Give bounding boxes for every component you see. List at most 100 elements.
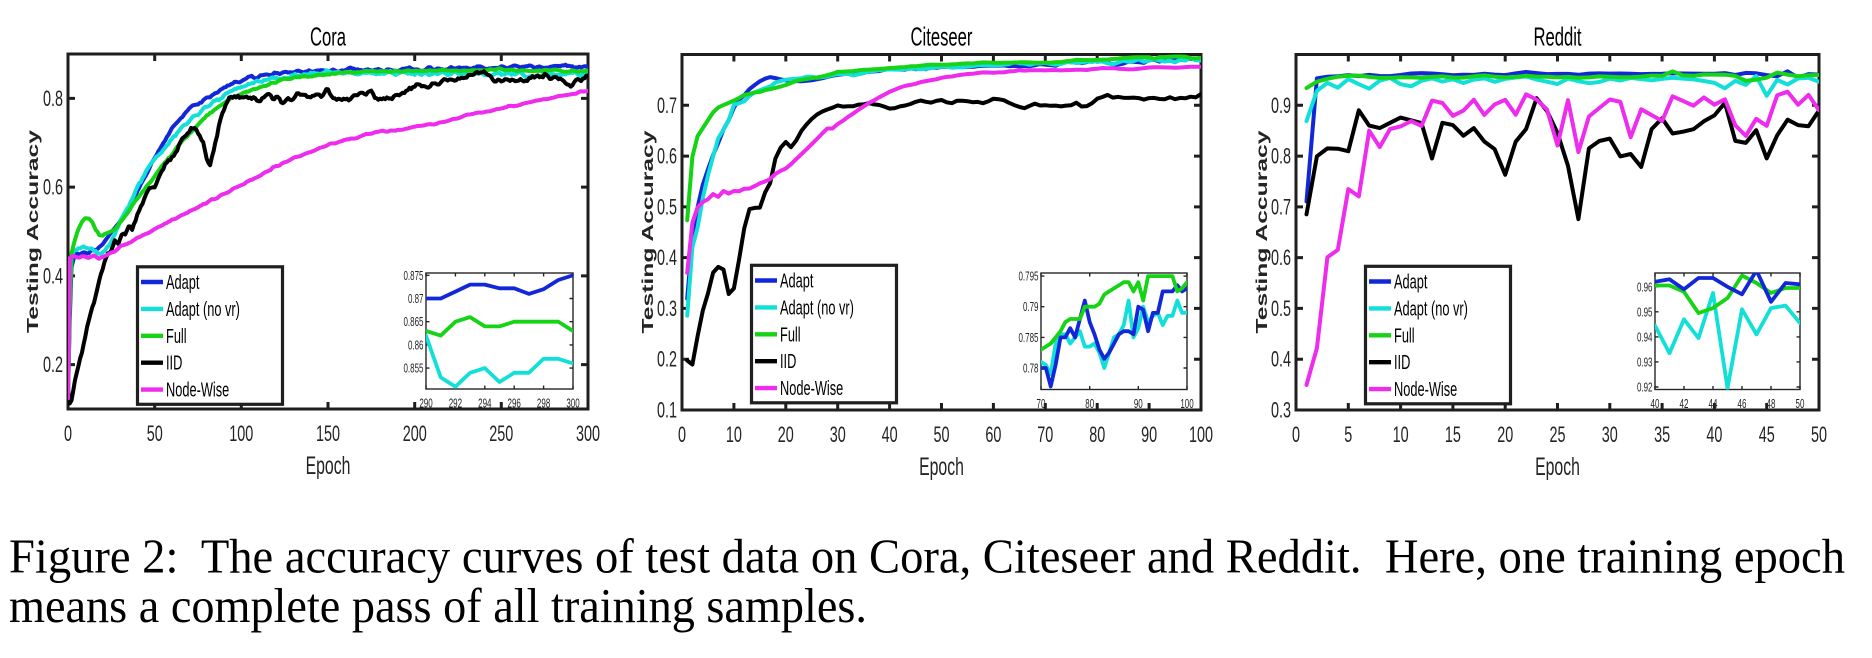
svg-text:46: 46 <box>1738 398 1747 411</box>
svg-text:100: 100 <box>229 422 253 447</box>
svg-text:0.6: 0.6 <box>657 145 677 170</box>
svg-text:0: 0 <box>64 422 72 447</box>
svg-text:0.3: 0.3 <box>657 297 677 322</box>
svg-text:294: 294 <box>478 398 491 411</box>
svg-text:0.87: 0.87 <box>408 293 424 306</box>
svg-text:300: 300 <box>576 422 600 447</box>
svg-text:42: 42 <box>1680 398 1689 411</box>
svg-text:0.855: 0.855 <box>403 363 423 376</box>
svg-text:Adapt (no vr): Adapt (no vr) <box>166 298 240 321</box>
svg-text:0.795: 0.795 <box>1018 271 1038 284</box>
svg-text:292: 292 <box>449 398 462 411</box>
svg-text:48: 48 <box>1767 398 1776 411</box>
svg-text:0.5: 0.5 <box>1271 297 1291 322</box>
svg-text:0.8: 0.8 <box>1271 145 1291 170</box>
svg-text:100: 100 <box>1180 398 1193 411</box>
svg-text:45: 45 <box>1759 423 1775 448</box>
svg-text:0.4: 0.4 <box>43 264 63 289</box>
svg-text:0.2: 0.2 <box>657 348 677 373</box>
svg-text:0.5: 0.5 <box>657 195 677 220</box>
svg-text:90: 90 <box>1134 398 1143 411</box>
svg-text:10: 10 <box>1393 423 1409 448</box>
svg-text:0.96: 0.96 <box>1637 282 1653 295</box>
svg-text:0.9: 0.9 <box>1271 94 1291 119</box>
svg-text:50: 50 <box>933 423 949 448</box>
svg-text:250: 250 <box>489 422 513 447</box>
svg-text:30: 30 <box>830 423 846 448</box>
svg-text:0.7: 0.7 <box>657 94 677 119</box>
svg-text:5: 5 <box>1344 423 1352 448</box>
svg-text:296: 296 <box>508 398 521 411</box>
svg-text:70: 70 <box>1037 398 1046 411</box>
svg-text:0.875: 0.875 <box>403 270 423 283</box>
svg-text:100: 100 <box>1189 423 1213 448</box>
svg-text:0.93: 0.93 <box>1637 357 1653 370</box>
svg-text:0.94: 0.94 <box>1637 332 1653 345</box>
svg-text:0.4: 0.4 <box>1271 348 1291 373</box>
svg-text:0.3: 0.3 <box>1271 398 1291 423</box>
svg-text:Node-Wise: Node-Wise <box>166 379 229 402</box>
svg-text:300: 300 <box>566 398 579 411</box>
svg-text:30: 30 <box>1602 423 1618 448</box>
svg-text:90: 90 <box>1141 423 1157 448</box>
svg-text:IID: IID <box>1394 351 1410 374</box>
svg-text:Full: Full <box>1394 324 1415 347</box>
svg-text:Adapt: Adapt <box>166 271 200 294</box>
svg-text:IID: IID <box>780 350 796 373</box>
svg-text:0: 0 <box>1292 423 1300 448</box>
svg-text:0.785: 0.785 <box>1018 332 1038 345</box>
svg-text:20: 20 <box>778 423 794 448</box>
svg-text:0.92: 0.92 <box>1637 382 1653 395</box>
svg-text:0.78: 0.78 <box>1023 363 1039 376</box>
svg-text:Figure 2: The accuracy curves: Figure 2: The accuracy curves of test da… <box>9 529 1845 584</box>
svg-text:Epoch: Epoch <box>1535 454 1580 481</box>
svg-text:0.6: 0.6 <box>43 176 63 201</box>
svg-text:0.7: 0.7 <box>1271 195 1291 220</box>
svg-text:10: 10 <box>726 423 742 448</box>
svg-text:15: 15 <box>1445 423 1461 448</box>
svg-text:150: 150 <box>316 422 340 447</box>
svg-text:0.1: 0.1 <box>657 398 677 423</box>
svg-text:Full: Full <box>166 325 187 348</box>
svg-text:Reddit: Reddit <box>1533 22 1581 52</box>
svg-text:Adapt: Adapt <box>780 270 814 293</box>
svg-text:Cora: Cora <box>310 22 347 52</box>
svg-text:298: 298 <box>537 398 550 411</box>
svg-text:290: 290 <box>419 398 432 411</box>
svg-text:Epoch: Epoch <box>306 453 351 480</box>
svg-text:Testing Accuracy: Testing Accuracy <box>1253 130 1271 334</box>
svg-text:50: 50 <box>1796 398 1805 411</box>
svg-text:20: 20 <box>1497 423 1513 448</box>
svg-text:Full: Full <box>780 323 801 346</box>
svg-text:200: 200 <box>403 422 427 447</box>
svg-text:60: 60 <box>985 423 1001 448</box>
svg-text:Adapt (no vr): Adapt (no vr) <box>1394 298 1468 321</box>
svg-text:70: 70 <box>1037 423 1053 448</box>
svg-text:Citeseer: Citeseer <box>911 22 973 52</box>
svg-text:80: 80 <box>1089 423 1105 448</box>
svg-text:0.79: 0.79 <box>1023 302 1039 315</box>
svg-text:0.86: 0.86 <box>408 340 424 353</box>
svg-text:40: 40 <box>882 423 898 448</box>
svg-text:44: 44 <box>1709 398 1718 411</box>
svg-text:50: 50 <box>147 422 163 447</box>
svg-text:35: 35 <box>1654 423 1670 448</box>
svg-text:40: 40 <box>1706 423 1722 448</box>
svg-text:means a complete pass of all t: means a complete pass of all training sa… <box>9 578 867 633</box>
svg-text:0.2: 0.2 <box>43 353 63 378</box>
svg-text:Adapt: Adapt <box>1394 271 1428 294</box>
svg-text:Node-Wise: Node-Wise <box>1394 378 1457 401</box>
svg-text:Testing Accuracy: Testing Accuracy <box>639 130 657 334</box>
svg-text:Epoch: Epoch <box>919 454 964 481</box>
svg-text:IID: IID <box>166 352 182 375</box>
svg-text:50: 50 <box>1811 423 1827 448</box>
svg-text:Node-Wise: Node-Wise <box>780 377 843 400</box>
svg-text:0: 0 <box>678 423 686 448</box>
svg-text:25: 25 <box>1549 423 1565 448</box>
svg-text:0.4: 0.4 <box>657 246 677 271</box>
svg-text:0.865: 0.865 <box>403 317 423 330</box>
svg-text:0.8: 0.8 <box>43 87 63 112</box>
svg-text:0.95: 0.95 <box>1637 307 1653 320</box>
svg-text:80: 80 <box>1085 398 1094 411</box>
svg-text:Testing Accuracy: Testing Accuracy <box>24 129 42 333</box>
